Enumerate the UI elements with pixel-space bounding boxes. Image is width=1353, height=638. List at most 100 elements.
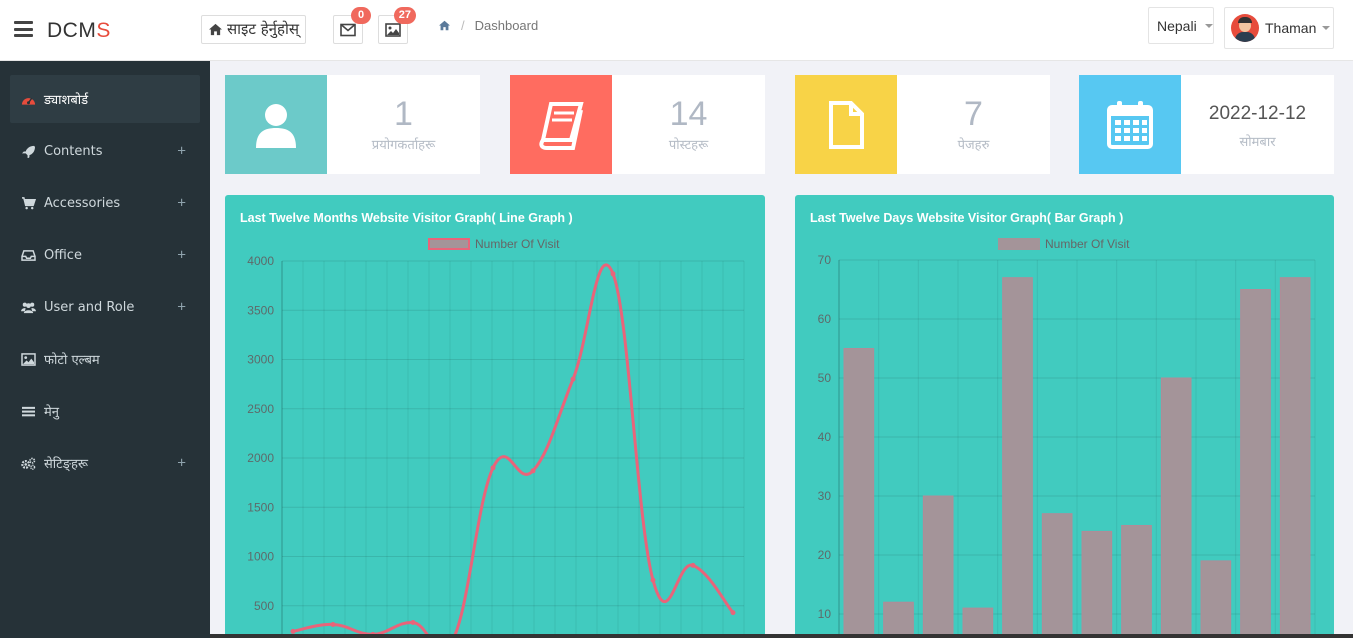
sidebar-item-accessories[interactable]: Accessories +: [0, 177, 210, 229]
image-icon: [20, 352, 36, 366]
stat-value: 14: [669, 95, 708, 133]
stat-card-pages[interactable]: 7 पेजहरु: [795, 75, 1050, 174]
stat-label: प्रयोगकर्ताहरू: [371, 138, 436, 153]
sidebar: ड्याशबोर्ड Contents + Accessories + Offi…: [0, 61, 210, 638]
legend-label: Number Of Visit: [475, 237, 560, 251]
user-menu[interactable]: Thaman: [1224, 7, 1334, 49]
bar-chart-legend[interactable]: Number Of Visit: [998, 237, 1129, 251]
cart-icon: [20, 196, 36, 210]
data-point: [570, 376, 576, 382]
expand-plus-icon[interactable]: +: [177, 298, 186, 316]
chevron-down-icon: [1322, 26, 1331, 30]
bar-chart: 10 20 30 40 50 60 70: [818, 253, 1316, 638]
book-icon: [510, 75, 612, 174]
data-point: [290, 628, 296, 634]
series-line: [292, 263, 735, 638]
y-tick-label: 1000: [247, 550, 274, 564]
sidebar-item-settings[interactable]: सेटिङ्हरू +: [0, 437, 210, 489]
dashboard-icon: [20, 92, 36, 106]
bar-chart-title: Last Twelve Days Website Visitor Graph( …: [810, 211, 1124, 225]
media-count-badge: 27: [393, 7, 416, 24]
legend-swatch: [428, 238, 470, 250]
stat-card-posts[interactable]: 14 पोस्टहरू: [510, 75, 765, 174]
sidebar-item-dashboard[interactable]: ड्याशबोर्ड: [10, 75, 200, 123]
data-point: [490, 465, 496, 471]
breadcrumb: / Dashboard: [438, 18, 538, 33]
bar: [922, 495, 954, 638]
data-point: [650, 577, 656, 583]
menu-toggle-icon[interactable]: [14, 21, 33, 37]
bars-icon: [20, 404, 36, 418]
bar: [1081, 530, 1113, 638]
media-button[interactable]: 27: [378, 7, 416, 44]
bar: [843, 348, 875, 638]
gears-icon: [20, 456, 36, 470]
language-select[interactable]: Nepali: [1148, 7, 1214, 44]
stat-value: 1: [394, 95, 413, 133]
stat-label: पेजहरु: [957, 138, 990, 153]
y-tick-label: 2500: [247, 402, 274, 416]
visit-site-label: साइट हेर्नुहोस्: [227, 20, 299, 38]
bar: [1041, 513, 1073, 638]
y-tick-label: 4000: [247, 254, 274, 268]
y-tick-label: 30: [818, 489, 832, 503]
y-tick-label: 70: [818, 253, 832, 267]
y-tick-label: 20: [818, 548, 832, 562]
data-point: [690, 562, 696, 568]
bar: [1160, 377, 1192, 638]
brand-logo[interactable]: DCMS: [47, 19, 111, 42]
messages-button[interactable]: 0: [333, 7, 371, 44]
breadcrumb-current: Dashboard: [474, 18, 539, 33]
data-point: [610, 271, 616, 277]
image-icon: [385, 22, 401, 37]
sidebar-item-user-and-role[interactable]: User and Role +: [0, 281, 210, 333]
line-chart-legend[interactable]: Number Of Visit: [428, 237, 559, 251]
file-icon: [795, 75, 897, 174]
home-icon: [209, 23, 222, 36]
expand-plus-icon[interactable]: +: [177, 142, 186, 160]
expand-plus-icon[interactable]: +: [177, 454, 186, 472]
bar: [1200, 560, 1232, 638]
stat-card-date: 2022-12-12 सोमबार: [1079, 75, 1334, 174]
language-label: Nepali: [1157, 17, 1197, 34]
stat-value: 7: [964, 95, 983, 133]
sidebar-item-office[interactable]: Office +: [0, 229, 210, 281]
expand-plus-icon[interactable]: +: [177, 246, 186, 264]
horizontal-scrollbar[interactable]: [210, 634, 1353, 638]
data-point: [330, 621, 336, 627]
y-tick-label: 1500: [247, 500, 274, 514]
envelope-icon: [340, 23, 356, 36]
data-point: [730, 610, 736, 616]
stat-label: पोस्टहरू: [668, 138, 709, 153]
user-icon: [225, 75, 327, 174]
y-tick-label: 50: [818, 371, 832, 385]
sidebar-item-menu[interactable]: मेनु: [0, 385, 210, 437]
top-navbar: DCMS साइट हेर्नुहोस् 0 27 / Dashboard Ne…: [0, 0, 1353, 61]
y-tick-label: 40: [818, 430, 832, 444]
visit-site-button[interactable]: साइट हेर्नुहोस्: [201, 15, 306, 44]
y-tick-label: 10: [818, 607, 832, 621]
stat-value: 2022-12-12: [1208, 103, 1307, 124]
home-icon[interactable]: [438, 20, 451, 31]
bar: [1240, 289, 1271, 638]
stat-label: सोमबार: [1239, 135, 1276, 150]
stat-card-users[interactable]: 1 प्रयोगकर्ताहरू: [225, 75, 480, 174]
y-tick-label: 500: [254, 599, 274, 613]
sidebar-item-contents[interactable]: Contents +: [0, 125, 210, 177]
line-chart-title: Last Twelve Months Website Visitor Graph…: [240, 211, 573, 225]
chevron-down-icon: [1204, 23, 1213, 28]
data-point: [530, 468, 536, 474]
sidebar-item-photo-album[interactable]: फोटो एल्बम: [0, 333, 210, 385]
expand-plus-icon[interactable]: +: [177, 194, 186, 212]
y-tick-label: 60: [818, 312, 832, 326]
bar: [962, 607, 994, 638]
user-name: Thaman: [1265, 20, 1317, 36]
bar: [883, 601, 914, 638]
messages-count-badge: 0: [351, 7, 371, 24]
legend-label: Number Of Visit: [1045, 237, 1130, 251]
y-tick-label: 3000: [247, 353, 274, 367]
legend-swatch: [998, 238, 1040, 250]
calendar-icon: [1079, 75, 1181, 174]
data-point: [410, 619, 416, 625]
y-tick-label: 2000: [247, 451, 274, 465]
